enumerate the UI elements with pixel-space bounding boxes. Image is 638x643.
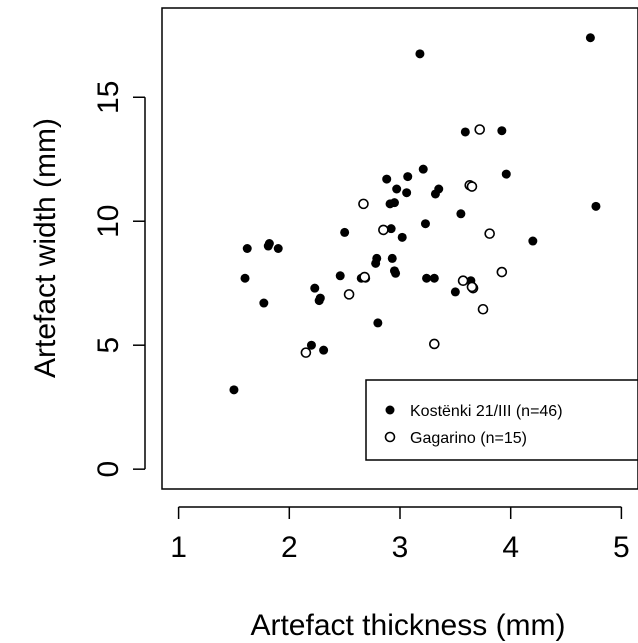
point-gagarino [429, 338, 440, 350]
legend-marker-gagarino [384, 431, 396, 443]
point-kostenki [310, 283, 320, 293]
plot-frame [161, 7, 638, 490]
point-kostenki [460, 127, 470, 137]
point-kostenki [585, 33, 595, 43]
point-kostenki [418, 164, 428, 174]
legend-box [365, 379, 638, 461]
point-gagarino [496, 266, 508, 278]
point-kostenki [372, 253, 382, 263]
x-tick-label: 3 [392, 531, 409, 564]
point-gagarino [358, 198, 369, 210]
y-tick-label: 15 [92, 81, 125, 114]
point-kostenki [397, 232, 407, 242]
point-kostenki [306, 340, 316, 350]
point-kostenki [497, 126, 507, 136]
point-kostenki [591, 201, 601, 211]
y-axis: 0 5 10 15 [92, 81, 146, 478]
point-kostenki [242, 244, 252, 253]
legend-label-gagarino: Gagarino (n=15) [410, 430, 527, 447]
point-kostenki [415, 49, 425, 59]
point-kostenki [319, 345, 329, 355]
point-kostenki [528, 236, 538, 246]
point-gagarino [484, 228, 495, 239]
point-gagarino [466, 181, 478, 192]
point-kostenki [335, 271, 345, 281]
point-kostenki [501, 169, 511, 179]
point-kostenki [373, 318, 383, 328]
point-gagarino [378, 224, 389, 236]
point-kostenki [420, 219, 430, 229]
y-tick-label: 5 [92, 337, 125, 354]
point-kostenki [240, 273, 250, 283]
legend-label-kostenki: Kostënki 21/III (n=46) [410, 403, 563, 420]
point-kostenki [392, 184, 402, 194]
point-kostenki [387, 253, 397, 263]
point-kostenki [315, 293, 325, 303]
point-gagarino [359, 271, 370, 283]
point-kostenki [450, 287, 460, 297]
point-kostenki [229, 385, 239, 395]
point-kostenki [340, 227, 350, 237]
point-kostenki [403, 172, 413, 182]
y-tick-label: 0 [92, 461, 125, 478]
point-kostenki [391, 268, 401, 278]
point-kostenki [389, 198, 399, 208]
point-gagarino [466, 281, 478, 293]
point-kostenki [259, 298, 269, 308]
point-kostenki [273, 244, 283, 253]
point-kostenki [429, 273, 439, 283]
point-kostenki [456, 209, 466, 219]
legend: Kostënki 21/III (n=46) Gagarino (n=15) [365, 379, 638, 461]
legend-marker-kostenki [385, 405, 395, 415]
point-gagarino [300, 347, 312, 358]
point-gagarino [477, 303, 489, 315]
x-tick-label: 5 [613, 531, 630, 564]
x-axis-title: Artefact thickness (mm) [250, 609, 565, 642]
data-points [229, 33, 601, 395]
x-tick-label: 2 [281, 531, 298, 564]
x-tick-label: 1 [170, 531, 187, 564]
x-axis: 1 2 3 4 5 [170, 506, 630, 564]
point-gagarino [343, 289, 355, 300]
point-kostenki [264, 239, 274, 249]
point-kostenki [422, 273, 432, 283]
point-gagarino [474, 124, 486, 135]
point-kostenki [434, 184, 444, 194]
point-kostenki [386, 224, 396, 234]
point-gagarino [457, 275, 469, 287]
point-kostenki [402, 188, 412, 198]
x-tick-label: 4 [502, 531, 519, 564]
point-kostenki [382, 174, 392, 184]
y-tick-label: 10 [92, 205, 125, 238]
y-axis-title: Artefact width (mm) [29, 118, 62, 378]
